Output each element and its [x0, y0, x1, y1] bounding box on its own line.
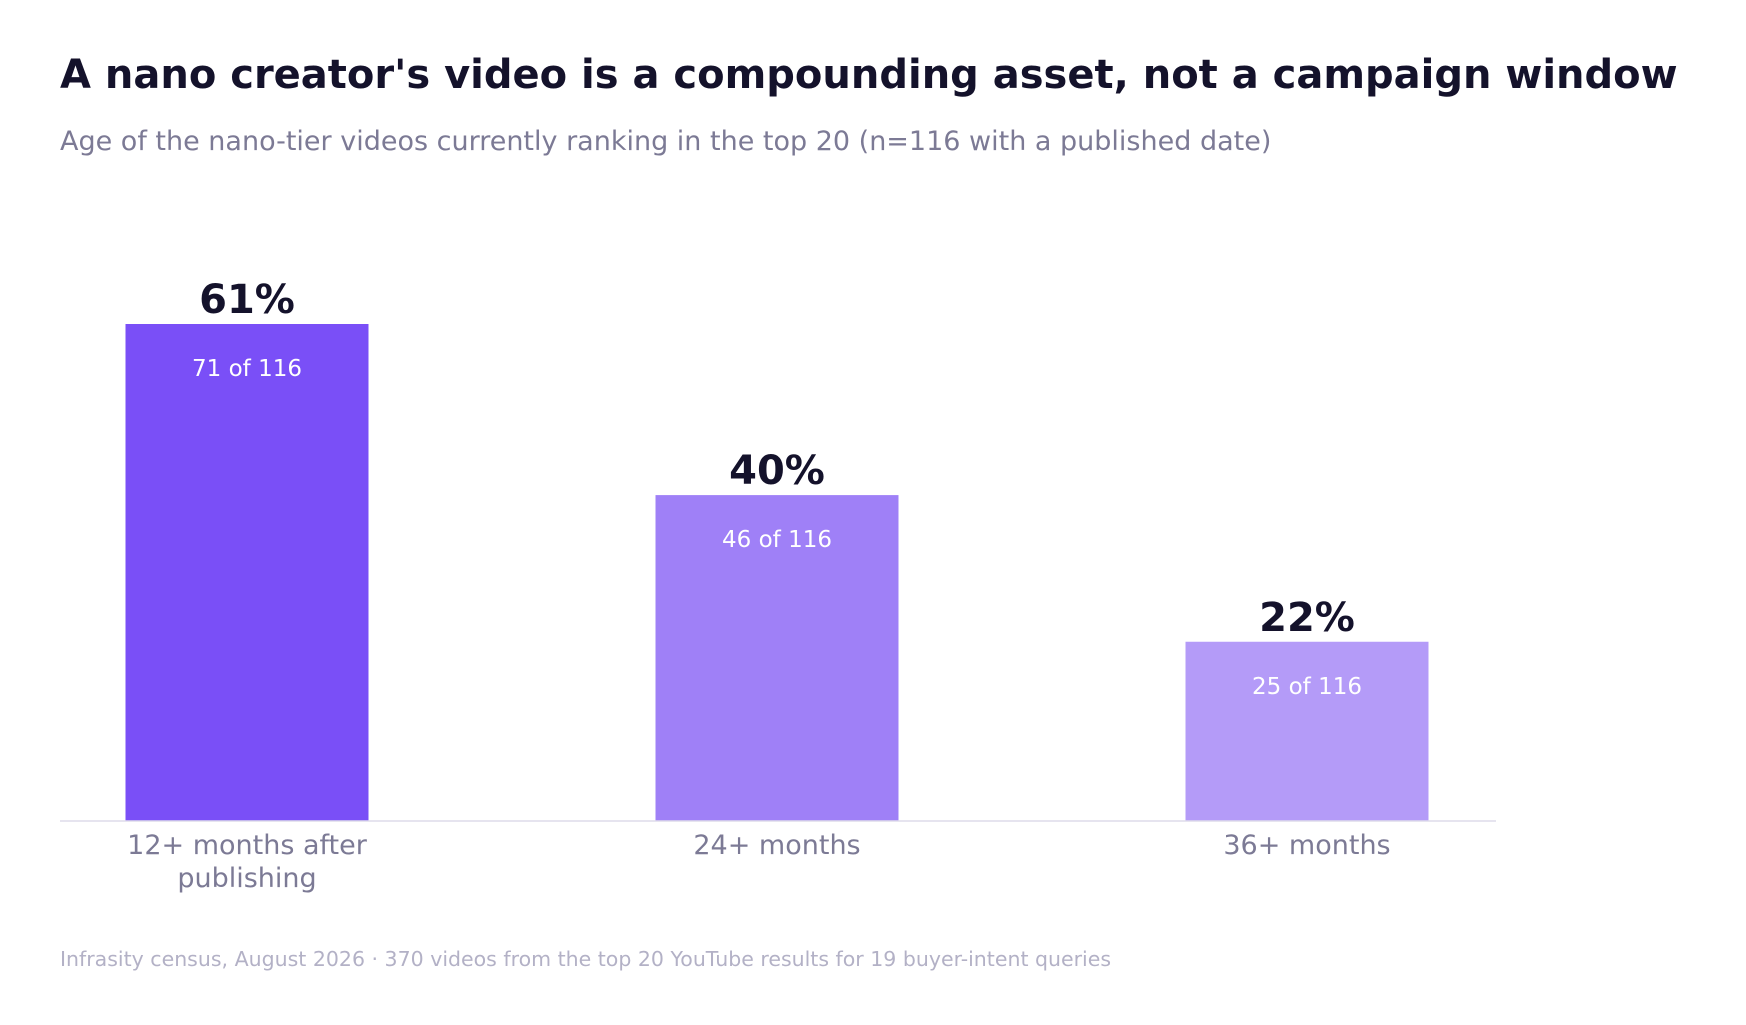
bar-3: [1185, 641, 1429, 821]
x-tick-label: 24+ months: [693, 830, 860, 861]
bar-1: [125, 324, 369, 821]
bar-count-label: 25 of 116: [1252, 674, 1362, 700]
bar-value-label: 22%: [1259, 595, 1355, 641]
bar-value-label: 40%: [729, 448, 825, 494]
x-tick-label: publishing: [177, 863, 316, 894]
bar-count-label: 71 of 116: [192, 356, 302, 382]
chart-subtitle: Age of the nano-tier videos currently ra…: [60, 126, 1272, 157]
x-tick-label: 36+ months: [1223, 830, 1390, 861]
chart-title: A nano creator's video is a compounding …: [60, 52, 1678, 98]
bar-count-label: 46 of 116: [722, 527, 832, 553]
x-tick-label: 12+ months after: [127, 830, 368, 861]
bars-layer: [125, 324, 1429, 821]
bar-value-label: 61%: [199, 277, 295, 323]
source-footnote: Infrasity census, August 2026 · 370 vide…: [60, 947, 1112, 971]
bar-2: [655, 495, 899, 821]
